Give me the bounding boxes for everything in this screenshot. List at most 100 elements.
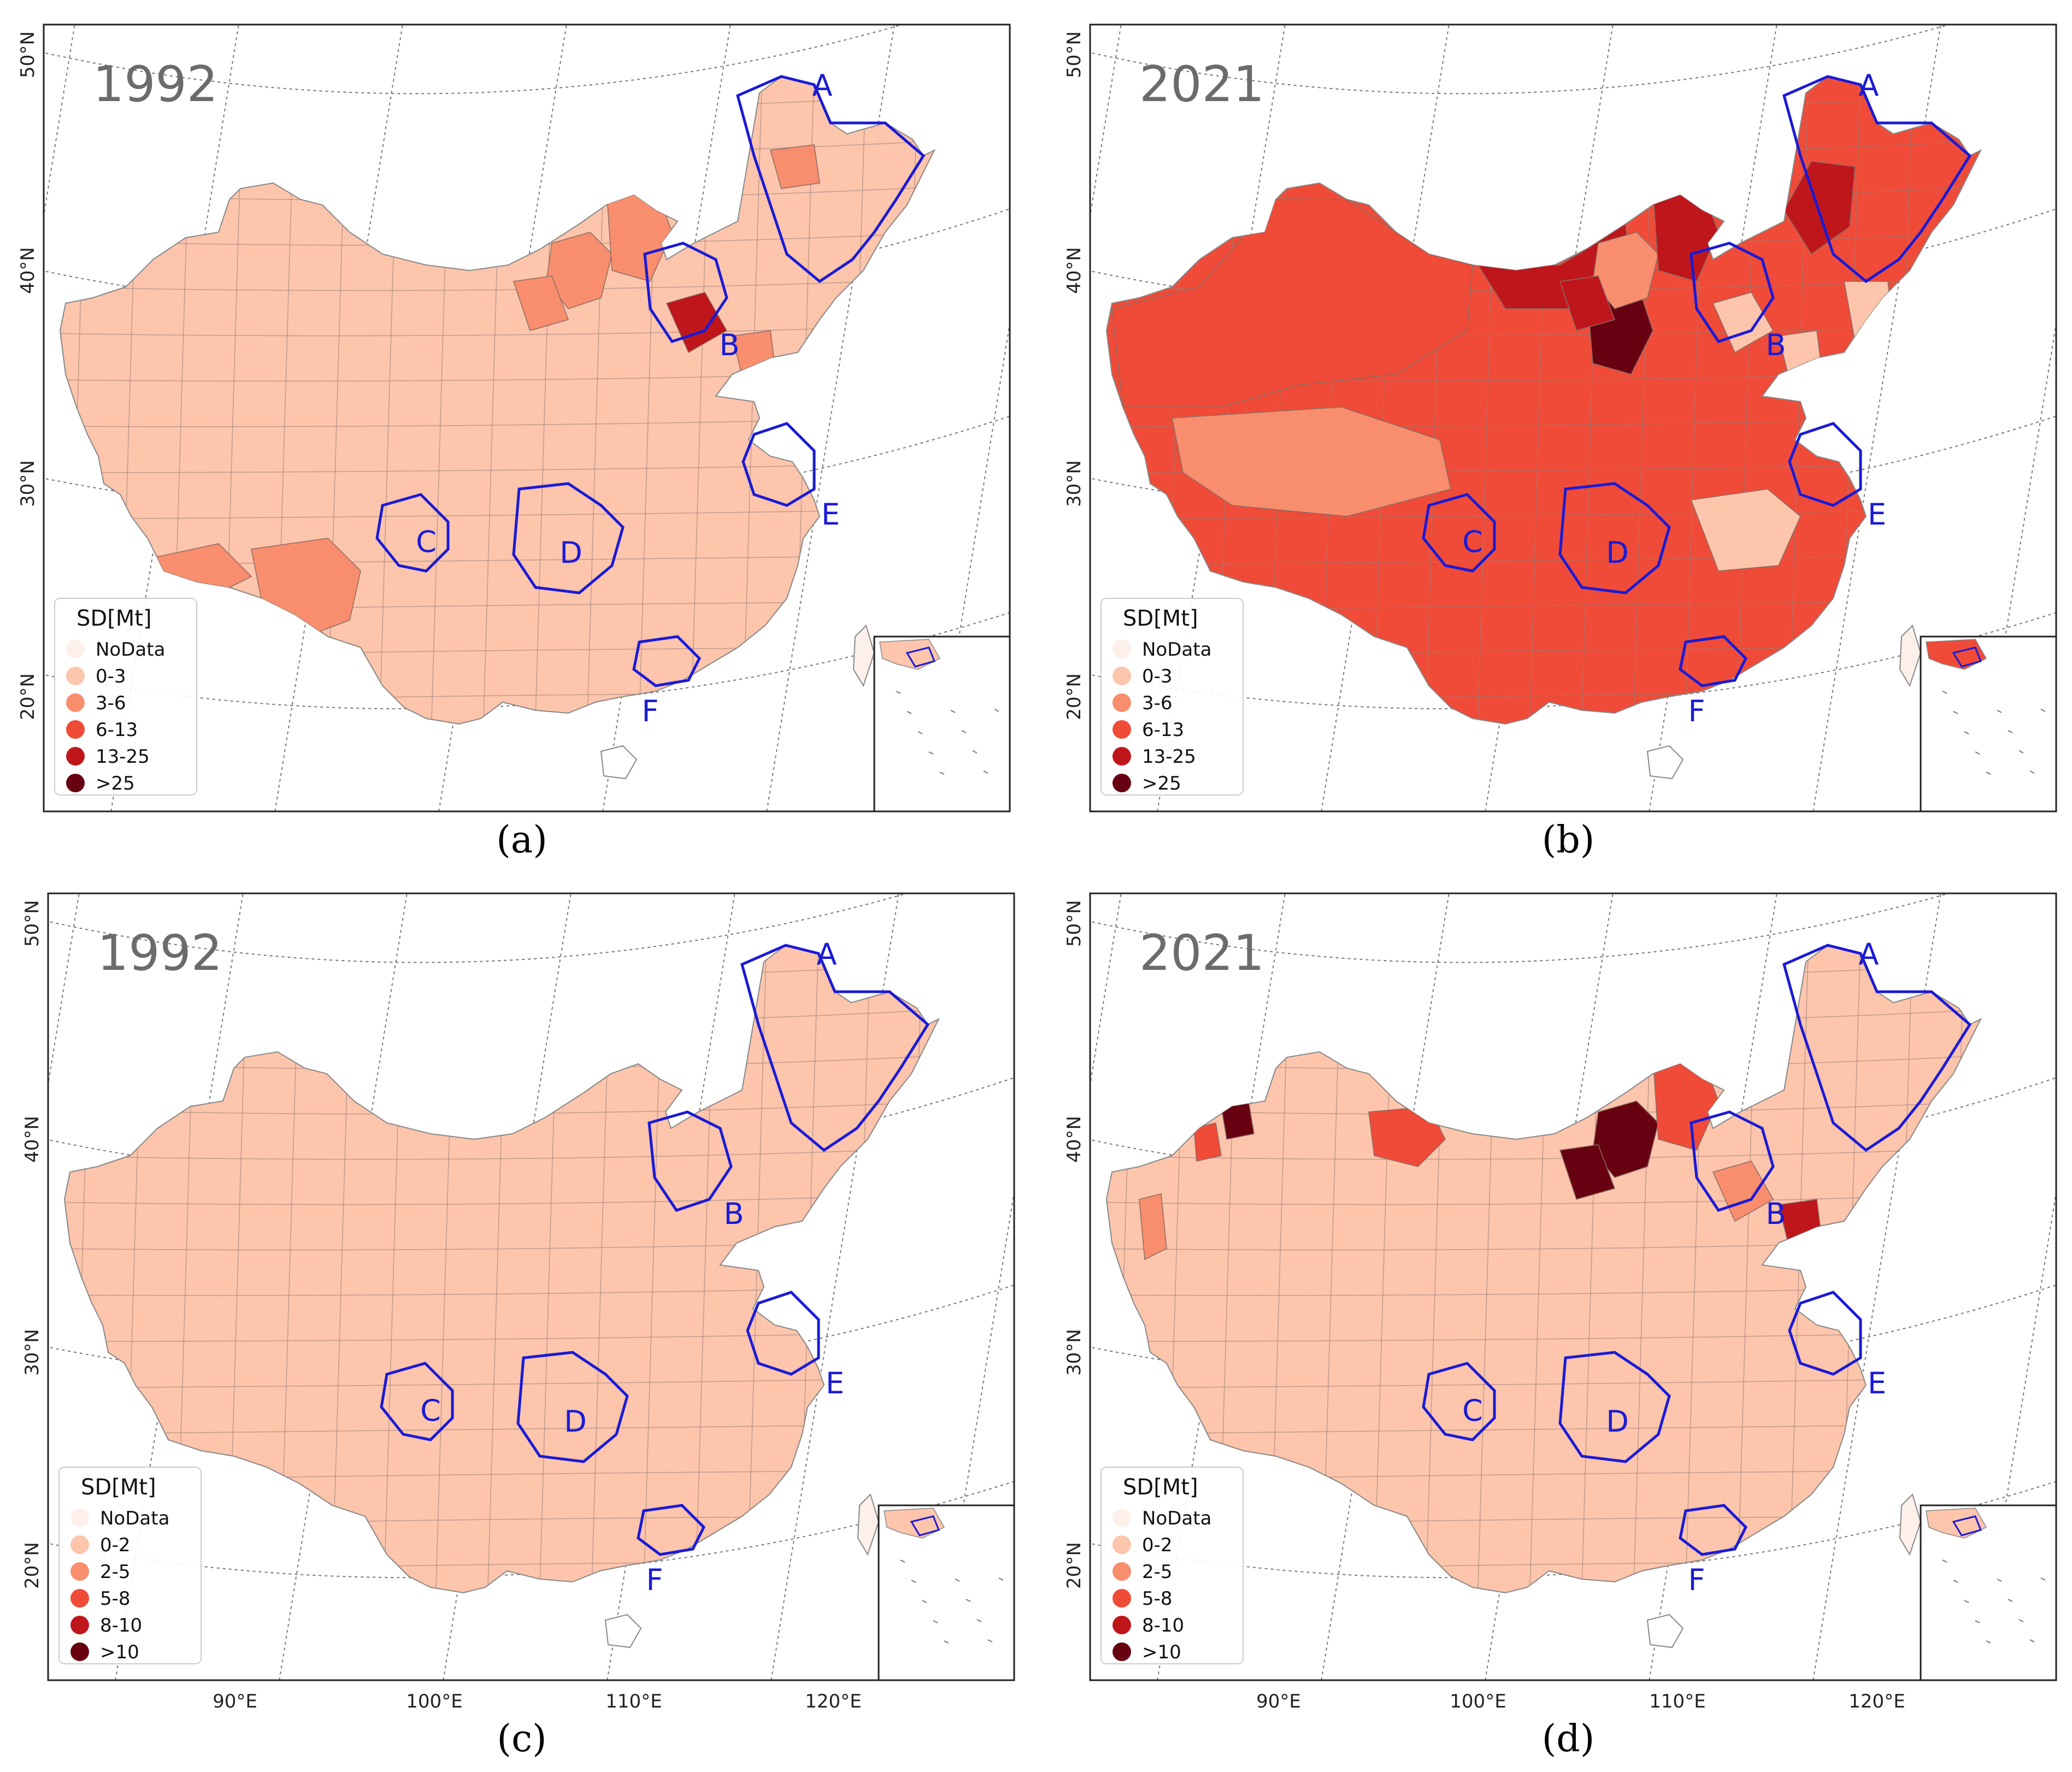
region-label-b: B xyxy=(719,328,739,362)
legend-swatch xyxy=(70,1589,89,1608)
hainan-island xyxy=(600,745,638,780)
legend-swatch xyxy=(70,1509,89,1527)
legend-swatch xyxy=(66,774,85,792)
legend-label: 13-25 xyxy=(1142,746,1196,768)
legend-label: 3-6 xyxy=(1142,692,1173,714)
legend-swatch xyxy=(1112,1562,1131,1581)
taiwan-island xyxy=(1899,1493,1922,1556)
region-outline-f xyxy=(637,1504,706,1556)
legend-swatch xyxy=(66,667,85,685)
region-label-e: E xyxy=(1868,1366,1886,1400)
legend-label: 6-13 xyxy=(1142,719,1184,741)
legend-label: >10 xyxy=(1142,1641,1181,1663)
hainan-island xyxy=(1646,745,1684,780)
region-outline-c xyxy=(380,1362,454,1441)
legend: SD[Mt] NoData 0-2 2-5 5-8 8-10 >10 xyxy=(1100,1467,1244,1664)
south-china-sea-inset xyxy=(1920,635,2056,811)
legend-swatch xyxy=(70,1643,89,1661)
legend-label: 2-5 xyxy=(100,1561,131,1583)
legend-title: SD[Mt] xyxy=(1123,1475,1198,1500)
region-outline-d xyxy=(516,1351,629,1463)
region-label-c: C xyxy=(420,1393,441,1428)
region-outline-b xyxy=(1690,242,1775,343)
hotspot-region xyxy=(666,292,728,354)
region-label-a: A xyxy=(817,937,837,972)
south-china-sea-inset xyxy=(878,1504,1014,1680)
region-label-d: D xyxy=(560,535,582,570)
map-frame xyxy=(1089,23,2057,813)
latitude-label: 50°N xyxy=(1063,31,1085,78)
region-outline-b xyxy=(648,1110,733,1212)
region-label-d: D xyxy=(564,1404,587,1439)
latitude-label: 20°N xyxy=(17,673,39,720)
region-label-b: B xyxy=(723,1197,744,1231)
legend-swatch xyxy=(1112,1643,1131,1661)
legend-label: >25 xyxy=(1142,773,1181,794)
region-label-b: B xyxy=(1765,328,1786,362)
lon-label-100-c: 100°E xyxy=(406,1691,462,1712)
region-outline-d xyxy=(512,482,625,594)
latitude-label: 30°N xyxy=(17,460,39,507)
colored-prefecture xyxy=(1690,488,1801,572)
hainan-island xyxy=(604,1614,642,1649)
region-outline-a xyxy=(740,944,930,1152)
latitude-label: 40°N xyxy=(1063,1116,1085,1163)
caption-c: (c) xyxy=(497,1717,546,1761)
lon-label-100-d: 100°E xyxy=(1450,1691,1506,1712)
map-panel-d: A B C D E F 2021 SD[Mt] NoData 0-2 2-5 5-8 8-10 >10 50… xyxy=(1063,892,2057,1681)
legend-swatch xyxy=(66,747,85,766)
hotspot-region xyxy=(1559,1144,1615,1200)
region-label-e: E xyxy=(821,497,840,532)
legend: SD[Mt] NoData 0-3 3-6 6-13 13-25 >25 xyxy=(1100,598,1244,796)
region-label-e: E xyxy=(826,1366,844,1400)
region-outline-c xyxy=(1422,493,1496,573)
legend-label: 5-8 xyxy=(100,1588,131,1610)
legend-label: 0-2 xyxy=(1142,1534,1173,1556)
legend-label: 13-25 xyxy=(96,746,150,768)
legend-swatch xyxy=(1112,693,1131,712)
region-label-a: A xyxy=(1859,937,1879,972)
taiwan-island xyxy=(857,1493,880,1556)
region-label-a: A xyxy=(1859,68,1879,103)
region-outline-e xyxy=(1788,1291,1862,1376)
region-label-e: E xyxy=(1868,497,1886,532)
lon-label-90-c: 90°E xyxy=(213,1691,257,1712)
region-outline-d xyxy=(1558,1351,1671,1463)
lon-label-120-c: 120°E xyxy=(805,1691,861,1712)
map-panel-b: A B C D E F 2021 SD[Mt] NoData 0-3 3-6 6-13 13-25 >25… xyxy=(1063,23,2057,813)
legend-swatch xyxy=(70,1535,89,1554)
meridian-line xyxy=(770,893,899,1680)
legend-label: NoData xyxy=(1142,1508,1211,1529)
map-frame xyxy=(1089,892,2057,1681)
meridian-line xyxy=(1976,1189,2056,1680)
taiwan-island xyxy=(1899,625,1922,687)
legend-swatch xyxy=(1112,667,1131,685)
legend-swatch xyxy=(1112,640,1131,658)
region-label-f: F xyxy=(1688,694,1705,728)
hotspot-region xyxy=(1712,292,1774,354)
year-label: 2021 xyxy=(1139,925,1264,982)
region-label-c: C xyxy=(1462,1393,1483,1428)
region-label-d: D xyxy=(1606,1404,1629,1439)
map-panel-c: A B C D E F 1992 SD[Mt] NoData 0-2 2-5 5-8 8-10 >10 50… xyxy=(21,892,1015,1681)
region-label-f: F xyxy=(641,694,658,728)
region-outline-c xyxy=(375,493,450,573)
legend-label: 0-2 xyxy=(100,1534,131,1556)
legend-box xyxy=(1100,598,1244,796)
region-label-d: D xyxy=(1606,535,1629,570)
region-label-c: C xyxy=(1462,525,1483,559)
latitude-line xyxy=(1090,893,1951,963)
legend-title: SD[Mt] xyxy=(76,606,152,631)
legend-swatch xyxy=(1112,1616,1131,1634)
region-outline-e xyxy=(741,422,816,507)
meridian-line xyxy=(1812,25,1941,811)
legend-swatch xyxy=(1112,1509,1131,1527)
caption-d: (d) xyxy=(1542,1717,1595,1761)
latitude-label: 50°N xyxy=(21,900,43,947)
latitude-label: 40°N xyxy=(21,1116,43,1163)
colored-prefecture xyxy=(770,144,820,189)
region-outline-c xyxy=(1422,1362,1496,1441)
meridian-line xyxy=(934,1189,1014,1680)
latitude-line xyxy=(44,25,904,95)
year-label: 1992 xyxy=(93,56,218,113)
